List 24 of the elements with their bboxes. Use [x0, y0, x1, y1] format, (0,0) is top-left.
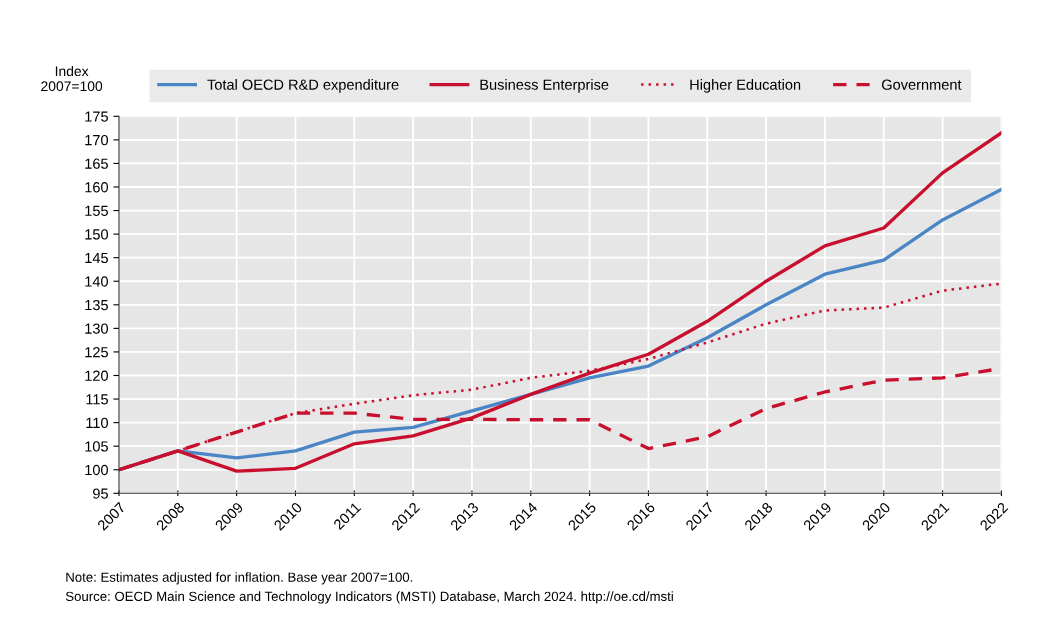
source-note: Source: OECD Main Science and Technology Indicators (MSTI) Database, March 2024. http://oe.cd/msti [65, 591, 673, 604]
y-tick-label: 145 [85, 252, 108, 264]
y-tick-label: 150 [85, 229, 108, 240]
y-tick-label: 135 [85, 299, 108, 311]
y-tick-label: 130 [85, 323, 108, 334]
legend-label: Government [882, 79, 962, 90]
legend-label: Business Enterprise [480, 79, 609, 93]
text: Note: Estimates adjusted for inflation. Base year 2007=100. [66, 572, 413, 585]
y-tick-label: 170 [85, 134, 108, 146]
y-tick-label: 165 [85, 158, 108, 169]
y-tick-label: 140 [85, 276, 108, 287]
y-tick-label: 110 [86, 417, 108, 429]
legend-label: Higher Education [690, 79, 801, 93]
y-tick-label: 160 [85, 182, 108, 193]
y-tick-label: 175 [85, 111, 108, 122]
y-tick-label: 105 [85, 441, 108, 452]
y-tick-label: 120 [85, 370, 108, 381]
legend-label: Total OECD R&D expenditure [207, 79, 399, 93]
y-tick-label: 95 [93, 488, 108, 499]
y-tick-label: 115 [86, 394, 108, 405]
y-axis-title: Index 2007=100 [41, 65, 103, 92]
y-tick-label: 155 [85, 205, 108, 216]
y-tick-label: 125 [85, 347, 108, 358]
y-tick-label: 100 [85, 464, 108, 476]
